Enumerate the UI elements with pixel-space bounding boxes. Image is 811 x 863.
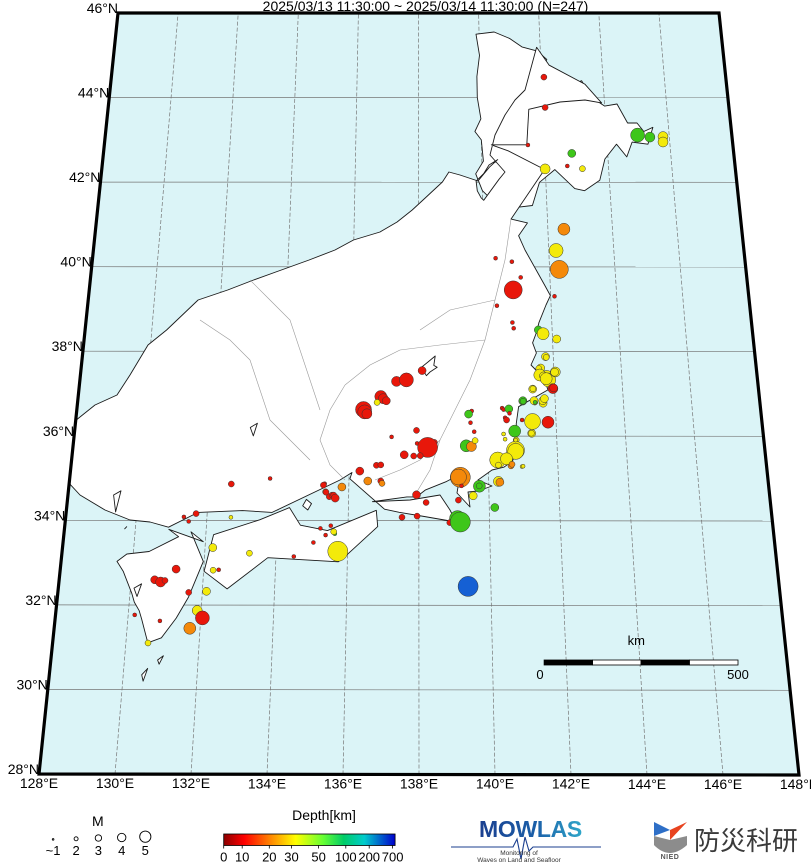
svg-text:132°E: 132°E	[172, 775, 210, 791]
svg-text:M: M	[92, 813, 104, 829]
svg-text:128°E: 128°E	[20, 775, 58, 791]
svg-text:500: 500	[727, 667, 749, 682]
svg-text:40°N: 40°N	[60, 254, 91, 270]
svg-text:50: 50	[311, 850, 325, 863]
svg-text:20: 20	[262, 850, 276, 863]
svg-text:136°E: 136°E	[324, 775, 362, 791]
svg-text:138°E: 138°E	[400, 776, 438, 792]
svg-text:0: 0	[536, 667, 543, 682]
svg-text:34°N: 34°N	[34, 507, 65, 523]
svg-text:Depth[km]: Depth[km]	[292, 807, 356, 823]
svg-text:38°N: 38°N	[52, 338, 83, 354]
svg-text:Monitoring of: Monitoring of	[500, 850, 538, 857]
svg-text:44°N: 44°N	[78, 85, 109, 101]
svg-text:5: 5	[142, 843, 149, 858]
svg-text:144°E: 144°E	[628, 776, 666, 792]
svg-text:km: km	[628, 633, 645, 648]
svg-text:130°E: 130°E	[96, 775, 134, 791]
svg-text:46°N: 46°N	[87, 0, 118, 16]
svg-text:32°N: 32°N	[25, 592, 56, 608]
svg-text:30: 30	[284, 850, 298, 863]
svg-text:10: 10	[235, 850, 249, 863]
svg-text:700: 700	[382, 850, 404, 863]
svg-text:防災科研: 防災科研	[694, 826, 798, 856]
svg-text:NIED: NIED	[661, 854, 680, 861]
svg-text:4: 4	[118, 843, 125, 858]
svg-text:146°E: 146°E	[704, 776, 742, 792]
svg-text:134°E: 134°E	[248, 775, 286, 791]
svg-text:MOWLAS: MOWLAS	[479, 816, 582, 842]
svg-text:0: 0	[220, 850, 227, 863]
svg-text:36°N: 36°N	[43, 423, 74, 439]
svg-text:30°N: 30°N	[17, 676, 48, 692]
svg-text:3: 3	[95, 843, 102, 858]
svg-text:200: 200	[358, 850, 380, 863]
svg-text:2: 2	[72, 843, 79, 858]
svg-text:140°E: 140°E	[476, 776, 514, 792]
svg-text:100: 100	[335, 850, 357, 863]
svg-text:148°E: 148°E	[780, 776, 811, 792]
svg-text:Waves on Land and Seafloor: Waves on Land and Seafloor	[477, 857, 561, 863]
svg-text:42°N: 42°N	[69, 169, 100, 185]
svg-text:~1: ~1	[46, 843, 61, 858]
svg-text:142°E: 142°E	[552, 776, 590, 792]
